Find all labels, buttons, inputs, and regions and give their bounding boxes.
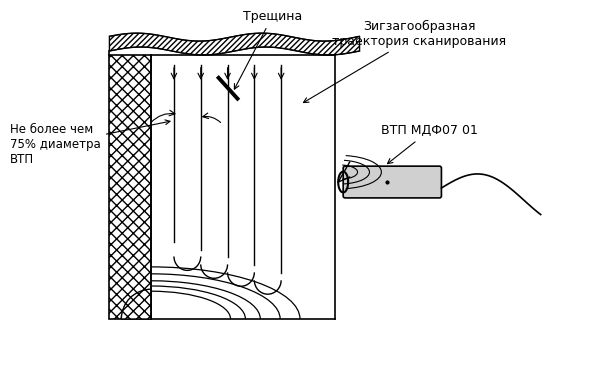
- Text: Трещина: Трещина: [234, 10, 302, 89]
- Polygon shape: [110, 33, 359, 55]
- Text: Зигзагообразная
траектория сканирования: Зигзагообразная траектория сканирования: [304, 20, 506, 103]
- FancyBboxPatch shape: [343, 166, 441, 198]
- Text: ВТП МДФ07 01: ВТП МДФ07 01: [380, 124, 477, 164]
- Text: Не более чем
75% диаметра
ВТП: Не более чем 75% диаметра ВТП: [10, 120, 170, 166]
- Wedge shape: [122, 289, 151, 319]
- Bar: [110, 55, 151, 319]
